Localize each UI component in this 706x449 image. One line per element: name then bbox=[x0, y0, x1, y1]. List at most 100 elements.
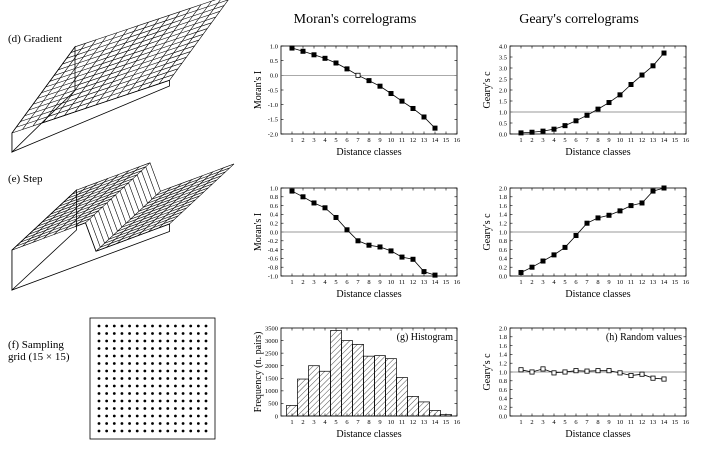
x-tick-label: 11 bbox=[628, 279, 634, 286]
x-axis-label: Distance classes bbox=[336, 429, 401, 440]
sampling-point bbox=[151, 377, 154, 380]
x-tick-label: 5 bbox=[563, 419, 566, 426]
sampling-point bbox=[151, 354, 154, 358]
surface-grid-line bbox=[37, 198, 196, 228]
surface-grid-line bbox=[85, 22, 149, 109]
surface-grid-line bbox=[24, 210, 183, 240]
x-tick-label: 11 bbox=[628, 137, 634, 144]
sampling-point bbox=[112, 399, 116, 403]
sampling-point bbox=[166, 407, 170, 410]
sampling-point bbox=[97, 399, 101, 403]
point-marker bbox=[584, 220, 590, 226]
x-tick-label: 15 bbox=[672, 419, 679, 426]
sampling-point bbox=[158, 384, 162, 388]
sampling-point bbox=[151, 332, 154, 335]
point-marker bbox=[377, 244, 383, 250]
y-axis-label: Geary's c bbox=[482, 71, 493, 109]
y-tick-label: -1.0 bbox=[268, 273, 278, 280]
sampling-point bbox=[181, 377, 185, 380]
sampling-point bbox=[181, 332, 185, 335]
sampling-point bbox=[181, 407, 185, 410]
sampling-point bbox=[189, 392, 193, 395]
sampling-point bbox=[143, 429, 147, 433]
surface-grid-line bbox=[45, 34, 204, 88]
sampling-point bbox=[135, 354, 139, 358]
sampling-point bbox=[120, 429, 124, 433]
surface-grid-line bbox=[76, 162, 235, 192]
x-tick-label: 5 bbox=[563, 279, 566, 286]
surface-grid-line bbox=[158, 167, 224, 229]
histogram-bar bbox=[319, 370, 331, 417]
sampling-point bbox=[204, 347, 208, 350]
x-tick-label: 7 bbox=[356, 279, 360, 286]
sampling-point bbox=[112, 422, 116, 425]
point-marker bbox=[529, 264, 535, 270]
sampling-point bbox=[128, 384, 131, 388]
point-marker bbox=[366, 78, 372, 84]
surface-grid-line bbox=[11, 46, 76, 134]
sampling-point bbox=[158, 392, 162, 395]
x-tick-label: 15 bbox=[443, 419, 450, 426]
open-point-marker bbox=[650, 375, 656, 381]
x-tick-label: 16 bbox=[454, 137, 461, 144]
sampling-point bbox=[135, 362, 139, 365]
sampling-point bbox=[181, 354, 185, 358]
surface-grid-line bbox=[22, 43, 86, 130]
y-axis-label: Geary's c bbox=[482, 213, 493, 251]
sampling-point bbox=[97, 354, 101, 358]
sampling-point bbox=[135, 339, 139, 343]
surface-grid-line bbox=[85, 162, 151, 224]
sampling-point bbox=[204, 392, 208, 395]
y-axis-label: Moran's I bbox=[253, 71, 264, 109]
surface-grid-line bbox=[46, 190, 205, 220]
sampling-point bbox=[105, 324, 109, 328]
histogram-bar bbox=[429, 410, 441, 417]
sampling-point bbox=[105, 339, 109, 343]
surface-grid-line bbox=[74, 166, 140, 227]
sampling-point bbox=[196, 377, 200, 380]
surface-grid-line bbox=[41, 194, 200, 224]
point-marker bbox=[399, 98, 405, 104]
y-tick-label: 3000 bbox=[265, 338, 278, 345]
x-tick-label: 11 bbox=[399, 279, 405, 286]
open-point-marker bbox=[551, 370, 557, 376]
point-marker bbox=[639, 200, 645, 206]
sampling-point bbox=[196, 324, 200, 328]
point-marker bbox=[344, 66, 350, 72]
x-tick-label: 4 bbox=[552, 419, 556, 426]
point-marker bbox=[410, 256, 416, 262]
sampling-point bbox=[151, 324, 154, 328]
surface-grid-line bbox=[20, 68, 178, 122]
x-tick-label: 7 bbox=[585, 137, 589, 144]
sampling-point bbox=[97, 369, 101, 373]
sampling-point bbox=[128, 422, 131, 425]
y-tick-label: 4.0 bbox=[499, 43, 507, 50]
open-point-marker bbox=[355, 72, 361, 78]
sampling-point bbox=[112, 369, 116, 373]
plot-frame bbox=[280, 45, 458, 135]
x-tick-label: 15 bbox=[672, 279, 679, 286]
y-tick-label: -1.5 bbox=[268, 117, 278, 124]
surface-grid-line bbox=[11, 80, 170, 134]
surface-grid-line bbox=[64, 170, 130, 231]
surface-grid-line bbox=[53, 22, 212, 76]
open-point-marker bbox=[540, 366, 546, 372]
point-marker bbox=[421, 114, 427, 120]
plot-frame bbox=[509, 45, 687, 135]
histogram-bar bbox=[297, 378, 309, 417]
y-tick-label: 1.0 bbox=[499, 369, 507, 376]
gradient-surface bbox=[11, 0, 229, 153]
y-tick-label: 1.6 bbox=[499, 203, 508, 210]
point-marker bbox=[551, 252, 557, 258]
sampling-point bbox=[189, 369, 193, 373]
histogram-bar bbox=[418, 401, 430, 417]
sampling-point bbox=[120, 347, 124, 350]
sampling-point bbox=[166, 422, 170, 425]
sampling-point bbox=[158, 414, 162, 418]
sampling-point bbox=[174, 362, 177, 365]
point-marker bbox=[377, 83, 383, 89]
sampling-point bbox=[181, 422, 185, 425]
sampling-point bbox=[181, 324, 185, 328]
x-tick-label: 3 bbox=[541, 279, 544, 286]
